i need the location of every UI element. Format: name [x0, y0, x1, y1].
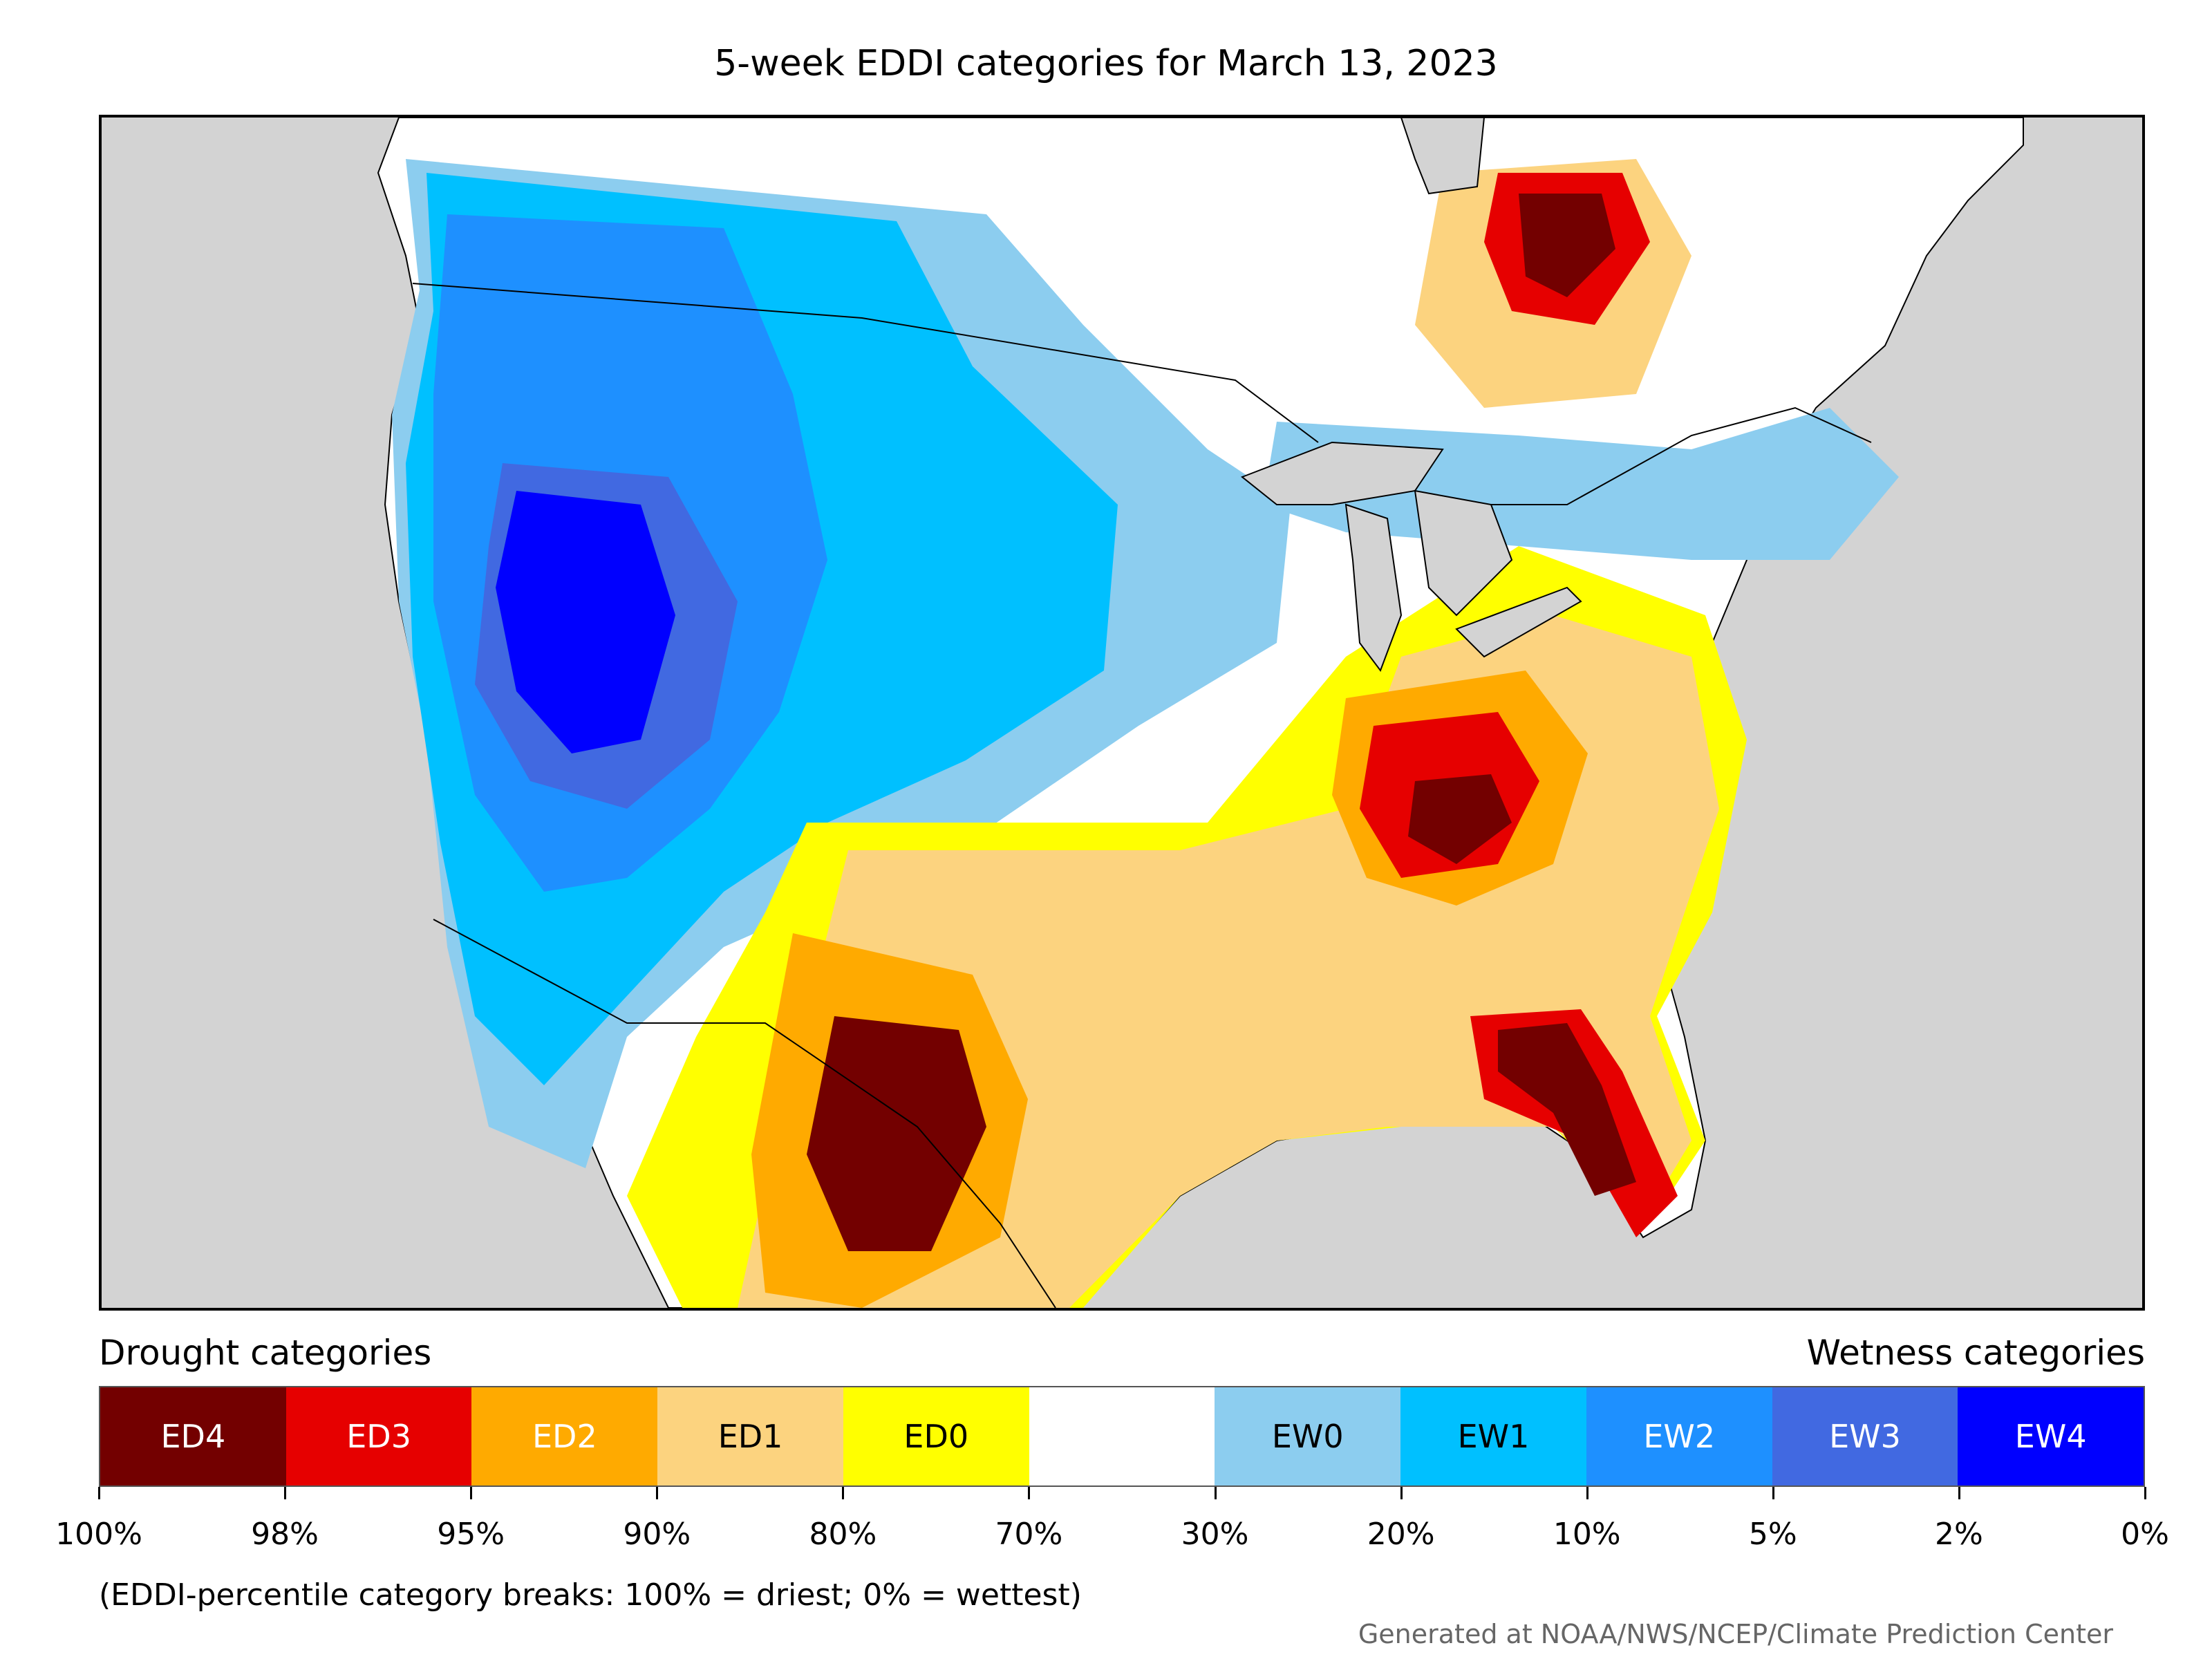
colorbar-tick-label: 10%: [1553, 1517, 1621, 1552]
colorbar: ED4 ED3 ED2 ED1 ED0 EW0 EW1 EW2 EW3 EW4: [99, 1386, 2145, 1487]
colorbar-tick-label: 100%: [55, 1517, 142, 1552]
colorbar-tick: [842, 1487, 845, 1499]
drought-region-quebec-ed4: [1519, 194, 1615, 297]
colorbar-tick-label: 0%: [2121, 1517, 2169, 1552]
colorbar-tick: [656, 1487, 659, 1499]
colorbar-tick-label: 98%: [251, 1517, 319, 1552]
colorbar-tick-label: 95%: [437, 1517, 505, 1552]
wetness-categories-title: Wetness categories: [1806, 1333, 2145, 1373]
colorbar-tick-label: 70%: [995, 1517, 1063, 1552]
colorbar-cell-ew1: EW1: [1400, 1387, 1586, 1485]
colorbar-tick: [1400, 1487, 1403, 1499]
colorbar-cell-ed4: ED4: [100, 1387, 286, 1485]
colorbar-tick-label: 2%: [1935, 1517, 1983, 1552]
lake-erie: [1455, 586, 1582, 658]
category-breaks-note: (EDDI-percentile category breaks: 100% =…: [99, 1577, 1082, 1613]
lake-michigan: [1344, 503, 1403, 673]
colorbar-cell-ew3: EW3: [1772, 1387, 1958, 1485]
colorbar-tick: [1772, 1487, 1774, 1499]
drought-region-ed4-tx: [807, 1016, 986, 1251]
colorbar-tick-label: 90%: [623, 1517, 691, 1552]
us-canada-border: [412, 283, 1872, 505]
colorbar-tick: [1958, 1487, 1960, 1499]
colorbar-ticks: [98, 1487, 2146, 1501]
colorbar-tick: [98, 1487, 100, 1499]
drought-categories-title: Drought categories: [99, 1333, 432, 1373]
wet-region-ew4: [496, 491, 675, 753]
colorbar-tick-label: 80%: [809, 1517, 877, 1552]
colorbar-tick: [1214, 1487, 1217, 1499]
colorbar-tick-label: 5%: [1748, 1517, 1797, 1552]
drought-region-ed4-fl: [1498, 1023, 1636, 1196]
eddi-map-graphic: [377, 118, 2024, 1308]
colorbar-cell-ew2: EW2: [1586, 1387, 1772, 1485]
colorbar-tick: [1586, 1487, 1588, 1499]
credit-line: Generated at NOAA/NWS/NCEP/Climate Predi…: [1358, 1619, 2113, 1649]
drought-region-ed4: [1408, 774, 1512, 864]
colorbar-cell-neutral: [1029, 1387, 1215, 1485]
colorbar-cell-ed3: ED3: [285, 1387, 472, 1485]
colorbar-cell-ed1: ED1: [657, 1387, 843, 1485]
eddi-map: [99, 115, 2145, 1311]
colorbar-cell-ew4: EW4: [1958, 1387, 2144, 1485]
hudson-bay: [1400, 118, 1485, 195]
colorbar-cell-ew0: EW0: [1215, 1387, 1401, 1485]
colorbar-cell-ed2: ED2: [471, 1387, 658, 1485]
map-title: 5-week EDDI categories for March 13, 202…: [714, 43, 1498, 84]
colorbar-tick: [2144, 1487, 2146, 1499]
colorbar-tick-label: 20%: [1367, 1517, 1435, 1552]
us-mexico-border: [433, 919, 1056, 1308]
lake-huron: [1414, 489, 1513, 617]
colorbar-tick: [1028, 1487, 1031, 1499]
colorbar-tick: [284, 1487, 287, 1499]
colorbar-cell-ed0: ED0: [843, 1387, 1029, 1485]
colorbar-tick-label: 30%: [1181, 1517, 1249, 1552]
colorbar-tick: [470, 1487, 473, 1499]
